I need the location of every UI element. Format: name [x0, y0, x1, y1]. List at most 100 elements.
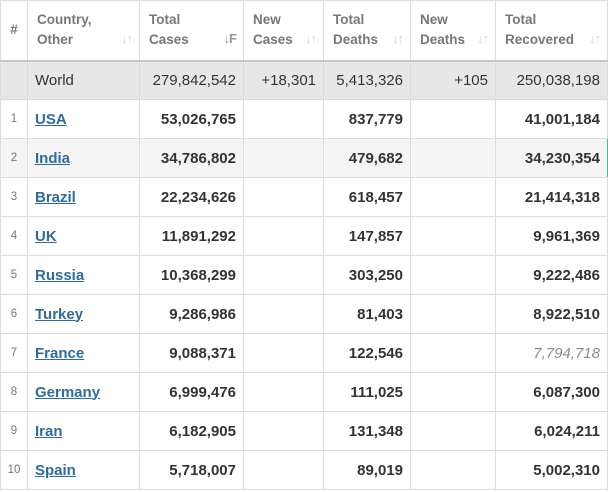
- rank-cell: 9: [0, 411, 28, 451]
- total-recovered-cell: 34,230,354: [495, 138, 608, 178]
- new-cases-cell: [243, 411, 324, 451]
- total-deaths-cell: 479,682: [323, 138, 411, 178]
- total-recovered-cell: 8,922,510: [495, 294, 608, 334]
- new-deaths-cell: [410, 411, 496, 451]
- table-header-row: # Country, Other ↓↑ Total Cases ↓F New C…: [0, 0, 608, 62]
- total-deaths-cell: 837,779: [323, 99, 411, 139]
- country-link[interactable]: Germany: [35, 383, 101, 401]
- total-cases-cell: 9,286,986: [139, 294, 244, 334]
- country-cell: Iran: [27, 411, 140, 451]
- table-row: 4 UK 11,891,292 147,857 9,961,369: [0, 216, 608, 256]
- header-country-label-2: Other: [37, 32, 74, 48]
- header-new-deaths[interactable]: New Deaths ↓↑: [410, 0, 496, 62]
- new-deaths-cell: [410, 177, 496, 217]
- header-total-cases[interactable]: Total Cases ↓F: [139, 0, 244, 62]
- header-total-deaths-label-2: Deaths: [333, 32, 379, 48]
- header-total-cases-label-2: Cases: [149, 32, 189, 48]
- new-cases-cell: [243, 450, 324, 490]
- country-cell: Spain: [27, 450, 140, 490]
- total-cases-cell: 5,718,007: [139, 450, 244, 490]
- rank-cell: 1: [0, 99, 28, 139]
- total-deaths-cell: 303,250: [323, 255, 411, 295]
- new-deaths-cell: [410, 372, 496, 412]
- table-row: 5 Russia 10,368,299 303,250 9,222,486: [0, 255, 608, 295]
- header-new-deaths-label-1: New: [420, 12, 448, 28]
- header-index: #: [0, 0, 28, 62]
- total-cases-cell: 10,368,299: [139, 255, 244, 295]
- new-deaths-cell: [410, 294, 496, 334]
- total-cases-cell: 11,891,292: [139, 216, 244, 256]
- total-recovered-cell: 6,087,300: [495, 372, 608, 412]
- country-link[interactable]: USA: [35, 110, 67, 128]
- world-total-recovered: 250,038,198: [495, 60, 608, 100]
- rank-cell: 6: [0, 294, 28, 334]
- sort-arrows-icon[interactable]: ↓↑: [477, 30, 489, 46]
- country-cell: Turkey: [27, 294, 140, 334]
- total-recovered-cell: 7,794,718: [495, 333, 608, 373]
- country-link[interactable]: India: [35, 149, 71, 167]
- country-link[interactable]: UK: [35, 227, 57, 245]
- country-cell: USA: [27, 99, 140, 139]
- country-link[interactable]: France: [35, 344, 85, 362]
- header-new-cases[interactable]: New Cases ↓↑: [243, 0, 324, 62]
- total-cases-cell: 9,088,371: [139, 333, 244, 373]
- total-recovered-cell: 9,222,486: [495, 255, 608, 295]
- world-total-row: World 279,842,542 +18,301 5,413,326 +105…: [0, 60, 608, 100]
- sort-descending-icon[interactable]: ↓F: [223, 30, 237, 46]
- new-cases-cell: [243, 216, 324, 256]
- header-country-label-1: Country,: [37, 12, 92, 28]
- header-new-cases-label-2: Cases: [253, 32, 293, 48]
- total-cases-cell: 22,234,626: [139, 177, 244, 217]
- total-recovered-cell: 6,024,211: [495, 411, 608, 451]
- new-deaths-cell: [410, 333, 496, 373]
- new-cases-cell: [243, 372, 324, 412]
- sort-arrows-icon[interactable]: ↓↑: [121, 30, 133, 46]
- sort-arrows-icon[interactable]: ↓↑: [305, 30, 317, 46]
- header-total-deaths-label-1: Total: [333, 12, 365, 28]
- country-cell: India: [27, 138, 140, 178]
- table-row: 2 India 34,786,802 479,682 34,230,354: [0, 138, 608, 178]
- new-cases-cell: [243, 333, 324, 373]
- total-recovered-cell: 21,414,318: [495, 177, 608, 217]
- world-total-deaths: 5,413,326: [323, 60, 411, 100]
- country-cell: Russia: [27, 255, 140, 295]
- new-deaths-cell: [410, 255, 496, 295]
- world-country-cell: World: [27, 60, 140, 100]
- table-row: 7 France 9,088,371 122,546 7,794,718: [0, 333, 608, 373]
- total-cases-cell: 53,026,765: [139, 99, 244, 139]
- total-recovered-cell: 5,002,310: [495, 450, 608, 490]
- header-total-recovered[interactable]: Total Recovered ↓↑: [495, 0, 608, 62]
- header-total-recovered-label-1: Total: [505, 12, 537, 28]
- country-link[interactable]: Spain: [35, 461, 76, 479]
- world-total-cases: 279,842,542: [139, 60, 244, 100]
- country-cell: France: [27, 333, 140, 373]
- country-link[interactable]: Turkey: [35, 305, 84, 323]
- header-total-deaths[interactable]: Total Deaths ↓↑: [323, 0, 411, 62]
- total-deaths-cell: 147,857: [323, 216, 411, 256]
- rank-cell: 10: [0, 450, 28, 490]
- country-cell: UK: [27, 216, 140, 256]
- country-cell: Brazil: [27, 177, 140, 217]
- country-link[interactable]: Brazil: [35, 188, 76, 206]
- total-deaths-cell: 122,546: [323, 333, 411, 373]
- country-link[interactable]: Iran: [35, 422, 63, 440]
- header-country[interactable]: Country, Other ↓↑: [27, 0, 140, 62]
- total-cases-cell: 6,182,905: [139, 411, 244, 451]
- table-row: 9 Iran 6,182,905 131,348 6,024,211: [0, 411, 608, 451]
- table-row: 3 Brazil 22,234,626 618,457 21,414,318: [0, 177, 608, 217]
- new-deaths-cell: [410, 450, 496, 490]
- rank-cell: 3: [0, 177, 28, 217]
- total-recovered-cell: 9,961,369: [495, 216, 608, 256]
- country-link[interactable]: Russia: [35, 266, 85, 284]
- header-new-deaths-label-2: Deaths: [420, 32, 466, 48]
- total-recovered-cell: 41,001,184: [495, 99, 608, 139]
- table-row: 1 USA 53,026,765 837,779 41,001,184: [0, 99, 608, 139]
- sort-arrows-icon[interactable]: ↓↑: [589, 30, 601, 46]
- sort-arrows-icon[interactable]: ↓↑: [392, 30, 404, 46]
- total-cases-cell: 34,786,802: [139, 138, 244, 178]
- world-index-cell: [0, 60, 28, 100]
- table-row: 8 Germany 6,999,476 111,025 6,087,300: [0, 372, 608, 412]
- country-cell: Germany: [27, 372, 140, 412]
- rank-cell: 8: [0, 372, 28, 412]
